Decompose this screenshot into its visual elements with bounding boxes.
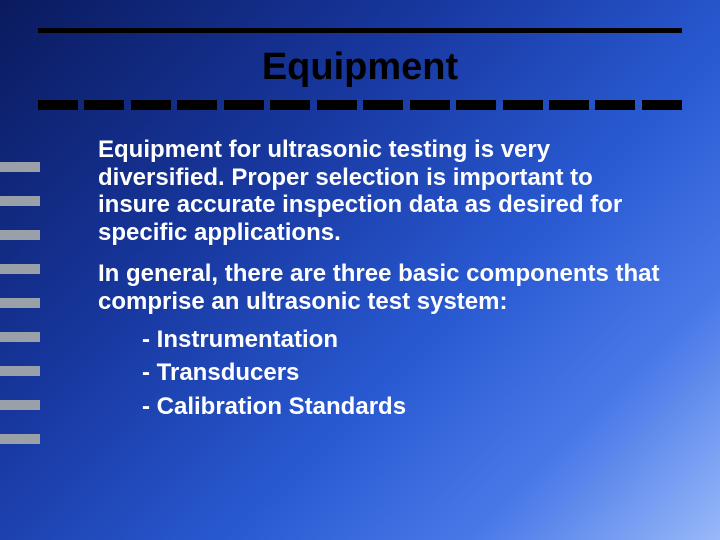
dash-segment — [84, 100, 124, 110]
dash-segment — [642, 100, 682, 110]
tick-mark — [0, 264, 40, 274]
paragraph-1: Equipment for ultrasonic testing is very… — [98, 136, 660, 246]
dash-segment — [456, 100, 496, 110]
tick-mark — [0, 332, 40, 342]
left-tick-column — [0, 162, 40, 468]
dash-rule — [38, 100, 682, 110]
dash-segment — [410, 100, 450, 110]
dash-segment — [595, 100, 635, 110]
list-item: - Instrumentation — [142, 326, 660, 354]
dash-segment — [131, 100, 171, 110]
dash-segment — [224, 100, 264, 110]
slide-title: Equipment — [0, 46, 720, 89]
tick-mark — [0, 196, 40, 206]
list-item: - Transducers — [142, 359, 660, 387]
dash-segment — [270, 100, 310, 110]
dash-segment — [38, 100, 78, 110]
tick-mark — [0, 366, 40, 376]
tick-mark — [0, 434, 40, 444]
tick-mark — [0, 230, 40, 240]
dash-segment — [363, 100, 403, 110]
tick-mark — [0, 162, 40, 172]
list-item: - Calibration Standards — [142, 393, 660, 421]
tick-mark — [0, 400, 40, 410]
top-rule — [38, 28, 682, 33]
tick-mark — [0, 298, 40, 308]
slide-body: Equipment for ultrasonic testing is very… — [98, 136, 660, 420]
dash-segment — [549, 100, 589, 110]
paragraph-2: In general, there are three basic compon… — [98, 260, 660, 315]
component-list: - Instrumentation - Transducers - Calibr… — [98, 326, 660, 421]
dash-segment — [503, 100, 543, 110]
dash-segment — [177, 100, 217, 110]
dash-segment — [317, 100, 357, 110]
